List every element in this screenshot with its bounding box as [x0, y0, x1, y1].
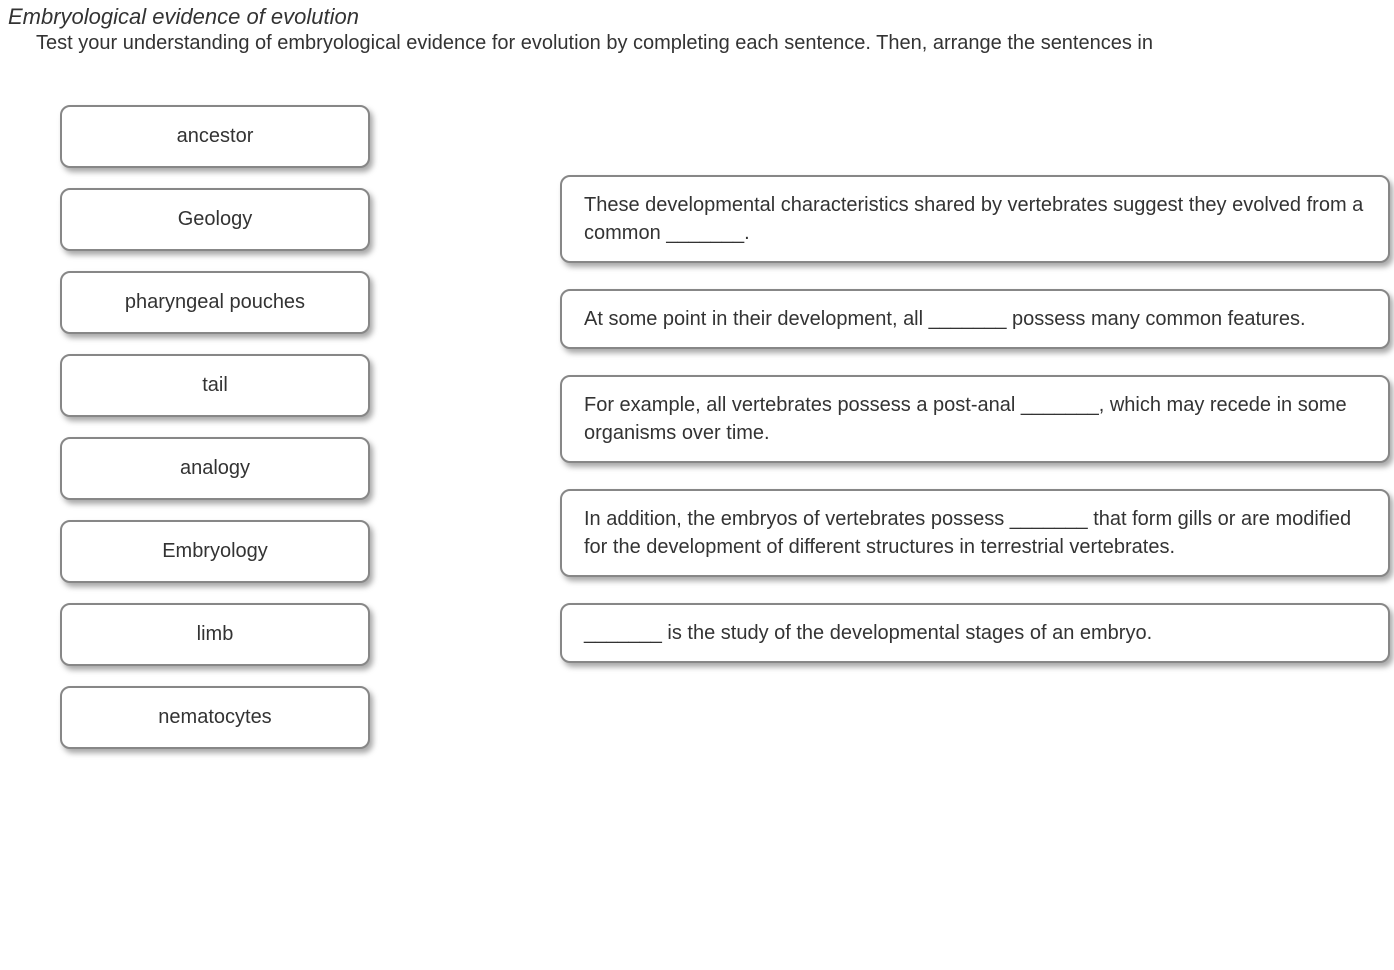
word-item[interactable]: Embryology [60, 520, 370, 583]
header: Embryological evidence of evolution Test… [0, 0, 1394, 55]
word-item[interactable]: pharyngeal pouches [60, 271, 370, 334]
word-item[interactable]: ancestor [60, 105, 370, 168]
word-item[interactable]: analogy [60, 437, 370, 500]
sentence-item[interactable]: These developmental characteristics shar… [560, 175, 1390, 263]
sentence-list: These developmental characteristics shar… [380, 105, 1394, 749]
sentence-item[interactable]: In addition, the embryos of vertebrates … [560, 489, 1390, 577]
content-area: ancestor Geology pharyngeal pouches tail… [0, 55, 1394, 749]
word-item[interactable]: nematocytes [60, 686, 370, 749]
instructions-text: Test your understanding of embryological… [8, 32, 1386, 55]
sentence-item[interactable]: For example, all vertebrates possess a p… [560, 375, 1390, 463]
sentence-item[interactable]: At some point in their development, all … [560, 289, 1390, 349]
word-item[interactable]: limb [60, 603, 370, 666]
word-item[interactable]: tail [60, 354, 370, 417]
sentence-item[interactable]: _______ is the study of the developmenta… [560, 603, 1390, 663]
page-title: Embryological evidence of evolution [8, 4, 1386, 30]
word-item[interactable]: Geology [60, 188, 370, 251]
word-bank: ancestor Geology pharyngeal pouches tail… [0, 105, 380, 749]
